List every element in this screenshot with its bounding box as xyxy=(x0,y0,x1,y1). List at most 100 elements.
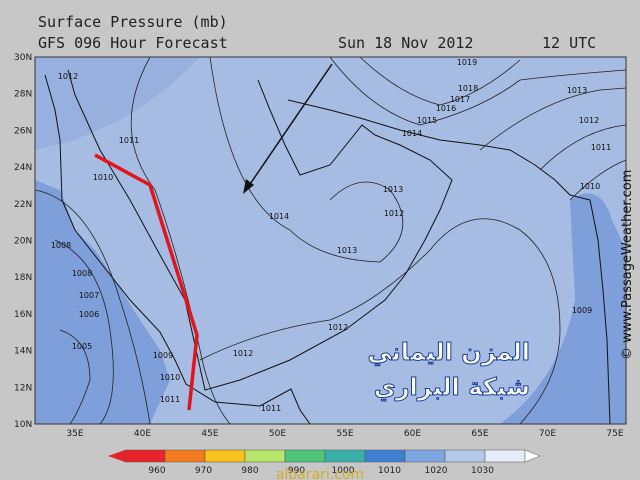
coastline xyxy=(44,74,311,425)
isobar-label: 1008 xyxy=(51,241,71,250)
legend-swatch xyxy=(364,449,406,463)
lon-label: 65E xyxy=(471,429,488,439)
isobar-label: 1012 xyxy=(384,209,404,218)
arrow xyxy=(245,63,333,191)
annotation-line xyxy=(94,153,199,411)
legend-label: 1030 xyxy=(471,466,494,476)
isobar xyxy=(539,124,627,171)
isobar-label: 1012 xyxy=(58,72,78,81)
isobar-label: 1009 xyxy=(572,306,592,315)
isobar xyxy=(199,218,561,425)
isobar-label: 1010 xyxy=(160,373,180,382)
isobar xyxy=(34,189,151,425)
isobar-label: 1011 xyxy=(119,136,139,145)
subtitle: GFS 096 Hour Forecast xyxy=(38,34,228,52)
lat-label: 20N xyxy=(14,237,32,247)
legend-swatch xyxy=(244,449,286,463)
legend-label: 1010 xyxy=(378,466,401,476)
overlay-text: المزن اليماني xyxy=(367,338,530,366)
credit: © www.PassageWeather.com xyxy=(620,170,635,360)
isobar xyxy=(209,56,404,263)
isobar-label: 1018 xyxy=(458,84,478,93)
isobar-label: 1006 xyxy=(79,310,99,319)
legend-label: 1020 xyxy=(425,466,448,476)
lat-label: 12N xyxy=(14,383,32,393)
legend-label: 1000 xyxy=(332,466,355,476)
isobar-label: 1015 xyxy=(417,116,437,125)
isobar-label: 1019 xyxy=(457,58,477,67)
isobar xyxy=(359,56,521,106)
lon-label: 70E xyxy=(539,429,556,439)
isobar-label: 1013 xyxy=(337,246,357,255)
isobar xyxy=(59,329,91,425)
lat-label: 30N xyxy=(14,53,32,63)
map-border xyxy=(34,56,627,425)
lon-label: 40E xyxy=(134,429,151,439)
mid-area xyxy=(35,57,200,150)
legend-swatch xyxy=(124,449,166,463)
isobar xyxy=(130,56,231,425)
isobar-label: 1014 xyxy=(402,129,422,138)
legend-label: 960 xyxy=(148,466,165,476)
isobar-label: 1013 xyxy=(383,185,403,194)
isobar-label: 1009 xyxy=(153,351,173,360)
map-area xyxy=(34,56,627,425)
legend-swatch xyxy=(404,449,446,463)
legend-swatch xyxy=(204,449,246,463)
coastline xyxy=(287,99,611,425)
lat-label: 10N xyxy=(14,420,32,430)
isobar-label: 1012 xyxy=(579,116,599,125)
lat-label: 26N xyxy=(14,126,32,136)
legend-label: 980 xyxy=(241,466,258,476)
isobar-label: 1017 xyxy=(450,95,470,104)
isobar-label: 1008 xyxy=(72,269,92,278)
isobar-label: 1007 xyxy=(79,291,99,300)
legend-left-tip xyxy=(108,450,125,462)
legend: 960 970 980 990 1000 1010 1020 1030 xyxy=(108,449,541,476)
isobar xyxy=(479,87,627,151)
lon-label: 45E xyxy=(201,429,218,439)
lat-label: 16N xyxy=(14,310,32,320)
isobar-label: 1013 xyxy=(567,86,587,95)
legend-swatch xyxy=(484,449,526,463)
title: Surface Pressure (mb) xyxy=(38,13,228,31)
lon-label: 60E xyxy=(404,429,421,439)
watermark: albarari.com xyxy=(276,467,364,480)
isobar xyxy=(329,56,627,126)
arrow-head xyxy=(243,179,254,194)
lon-label: 55E xyxy=(336,429,353,439)
isobar-label: 1011 xyxy=(591,143,611,152)
lat-label: 14N xyxy=(14,347,32,357)
isobar-label: 1010 xyxy=(93,173,113,182)
legend-label: 970 xyxy=(195,466,212,476)
low-area xyxy=(500,193,626,424)
legend-label: 990 xyxy=(288,466,305,476)
isobar xyxy=(569,159,627,201)
lat-label: 28N xyxy=(14,90,32,100)
isobar-label: 1011 xyxy=(261,404,281,413)
legend-swatch xyxy=(324,449,366,463)
legend-swatch xyxy=(444,449,486,463)
time: 12 UTC xyxy=(542,34,596,52)
isobar-label: 1012 xyxy=(233,349,253,358)
lon-label: 50E xyxy=(269,429,286,439)
isobar-label: 1016 xyxy=(436,104,456,113)
isobar-label: 1012 xyxy=(328,323,348,332)
legend-swatch xyxy=(284,449,326,463)
isobar-label: 1005 xyxy=(72,342,92,351)
coastline xyxy=(67,69,453,391)
isobar-label: 1010 xyxy=(580,182,600,191)
low-area xyxy=(35,180,170,424)
isobar-label: 1011 xyxy=(160,395,180,404)
lon-label: 75E xyxy=(606,429,623,439)
legend-right-tip xyxy=(524,449,541,463)
isobar xyxy=(54,239,114,425)
lat-label: 24N xyxy=(14,163,32,173)
lat-label: 18N xyxy=(14,273,32,283)
lon-label: 35E xyxy=(66,429,83,439)
legend-swatch xyxy=(164,449,206,463)
lat-label: 22N xyxy=(14,200,32,210)
date: Sun 18 Nov 2012 xyxy=(338,34,473,52)
overlay-text: شبكة البراري xyxy=(374,373,530,401)
